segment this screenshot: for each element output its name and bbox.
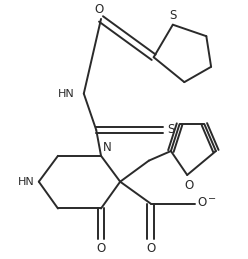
Text: N: N: [103, 141, 112, 154]
Text: O: O: [198, 196, 207, 209]
Text: O: O: [94, 3, 104, 16]
Text: O: O: [185, 179, 194, 192]
Text: O: O: [96, 242, 106, 255]
Text: O: O: [146, 242, 155, 255]
Text: HN: HN: [58, 89, 74, 99]
Text: S: S: [167, 124, 174, 136]
Text: −: −: [208, 194, 216, 204]
Text: S: S: [169, 9, 177, 22]
Text: HN: HN: [18, 177, 35, 187]
